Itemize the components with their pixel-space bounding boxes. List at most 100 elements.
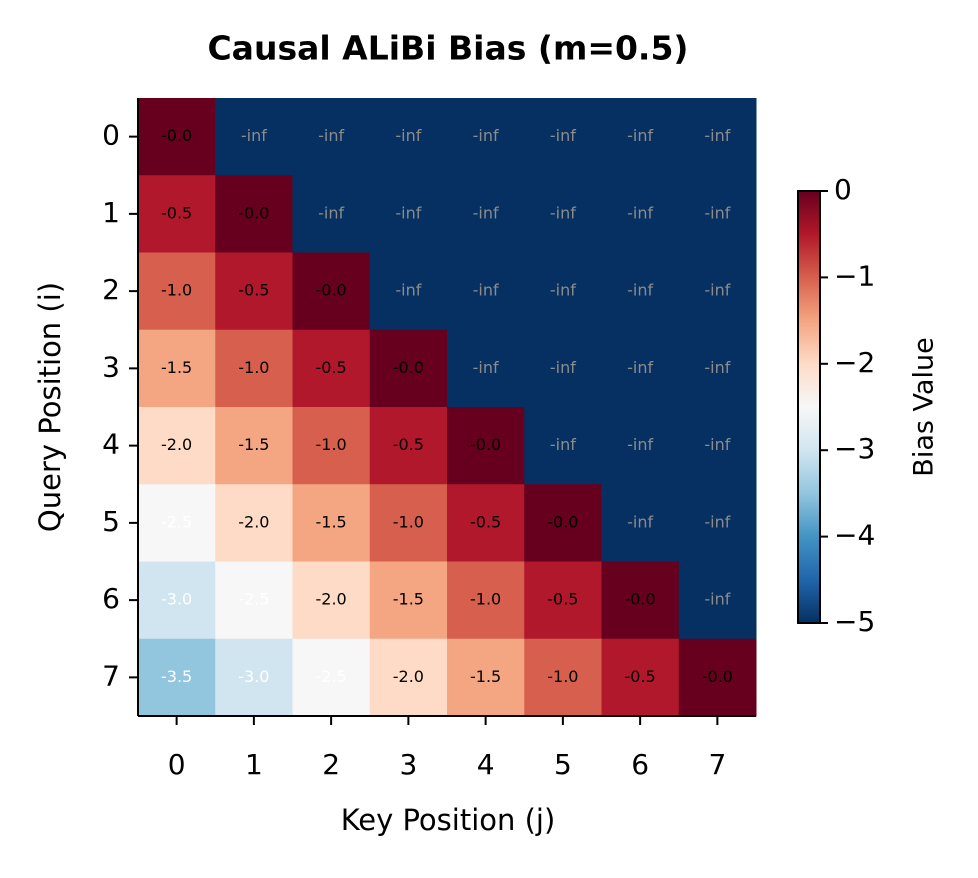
heatmap-cell — [601, 561, 680, 640]
heatmap-cell — [138, 98, 216, 176]
cell-label: -0.0 — [238, 203, 269, 222]
cell-label: -0.0 — [470, 435, 501, 454]
cell-label: -3.5 — [161, 667, 192, 686]
heatmap-cell — [524, 329, 602, 408]
heatmap-cell — [524, 484, 602, 562]
heatmap-cell — [678, 484, 757, 562]
heatmap-cell — [292, 98, 371, 176]
heatmap-cell — [215, 407, 293, 485]
y-tick-label: 7 — [102, 659, 120, 692]
heatmap-cell — [447, 561, 525, 640]
heatmap-cell — [524, 175, 602, 253]
x-tick-label: 5 — [554, 748, 572, 781]
cell-label: -1.5 — [393, 590, 424, 609]
heatmap-cell — [678, 329, 757, 408]
cell-label: -0.5 — [316, 358, 347, 377]
colorbar-tick-label: 0 — [834, 173, 852, 206]
cell-label: -2.5 — [161, 512, 192, 531]
cell-label: -inf — [704, 126, 730, 145]
heatmap-cell — [369, 484, 448, 562]
heatmap-cell — [369, 98, 448, 176]
heatmap-cell — [292, 175, 371, 253]
cell-label: -inf — [704, 281, 730, 300]
heatmap-cell — [292, 252, 371, 331]
y-tick-label: 2 — [102, 273, 120, 306]
colorbar — [797, 190, 821, 624]
heatmap-cell — [601, 98, 680, 176]
y-tick-label: 0 — [102, 119, 120, 152]
cell-label: -inf — [627, 281, 653, 300]
heatmap-cell — [524, 98, 602, 176]
cell-label: -inf — [704, 358, 730, 377]
cell-label: -inf — [627, 358, 653, 377]
cell-label: -1.0 — [316, 435, 347, 454]
x-tick-label: 6 — [631, 748, 649, 781]
colorbar-tick-label: −4 — [834, 519, 875, 552]
heatmap-cell — [524, 638, 602, 717]
heatmap-cell — [524, 407, 602, 485]
x-tick-label: 4 — [477, 748, 495, 781]
cell-label: -inf — [704, 590, 730, 609]
heatmap-cell — [601, 638, 680, 717]
colorbar-tick-label: −3 — [834, 432, 875, 465]
heatmap-cell — [369, 561, 448, 640]
cell-label: -inf — [395, 203, 421, 222]
heatmap-cell — [447, 484, 525, 562]
x-tick-label: 3 — [399, 748, 417, 781]
x-axis-label: Key Position (j) — [341, 803, 556, 837]
cell-label: -inf — [627, 203, 653, 222]
heatmap-cell — [678, 561, 757, 640]
cell-label: -inf — [395, 126, 421, 145]
heatmap-cell — [524, 252, 602, 331]
heatmap-cell — [447, 407, 525, 485]
cell-label: -0.0 — [702, 667, 733, 686]
cell-label: -0.0 — [393, 358, 424, 377]
cell-label: -0.0 — [547, 512, 578, 531]
heatmap-cell — [138, 252, 216, 331]
heatmap-cell — [292, 638, 371, 717]
x-tick-label: 2 — [322, 748, 340, 781]
cell-label: -inf — [550, 358, 576, 377]
cell-label: -inf — [473, 358, 499, 377]
heatmap-cell — [601, 252, 680, 331]
heatmap-cell — [369, 252, 448, 331]
cell-label: -inf — [473, 126, 499, 145]
cell-label: -inf — [550, 203, 576, 222]
heatmap-cell — [601, 407, 680, 485]
cell-label: -3.0 — [161, 590, 192, 609]
cell-label: -inf — [473, 203, 499, 222]
heatmap-cell — [215, 561, 293, 640]
colorbar-label: Bias Value — [909, 337, 940, 476]
cell-label: -0.5 — [393, 435, 424, 454]
cell-label: -inf — [550, 435, 576, 454]
cell-label: -0.5 — [547, 590, 578, 609]
cell-label: -inf — [473, 281, 499, 300]
cell-label: -inf — [395, 281, 421, 300]
cell-label: -0.0 — [625, 590, 656, 609]
heatmap-cell — [292, 407, 371, 485]
heatmap-cell — [447, 175, 525, 253]
heatmap-cell — [678, 175, 757, 253]
heatmap-cell — [138, 175, 216, 253]
y-tick-label: 4 — [102, 428, 120, 461]
y-tick-label: 6 — [102, 582, 120, 615]
heatmap-cell — [447, 638, 525, 717]
cell-label: -0.5 — [470, 512, 501, 531]
cell-label: -inf — [627, 435, 653, 454]
heatmap-cell — [678, 98, 757, 176]
cell-label: -inf — [704, 512, 730, 531]
cell-label: -1.5 — [316, 512, 347, 531]
cell-label: -1.5 — [161, 358, 192, 377]
heatmap-cell — [292, 329, 371, 408]
x-tick-label: 0 — [168, 748, 186, 781]
heatmap-cell — [138, 407, 216, 485]
cell-label: -inf — [318, 203, 344, 222]
y-axis-label: Query Position (i) — [33, 282, 67, 532]
heatmap-cell — [138, 484, 216, 562]
cell-label: -2.0 — [238, 512, 269, 531]
y-tick-label: 3 — [102, 350, 120, 383]
heatmap-cell — [601, 484, 680, 562]
cell-label: -0.0 — [161, 126, 192, 145]
colorbar-tick-label: −5 — [834, 605, 875, 638]
